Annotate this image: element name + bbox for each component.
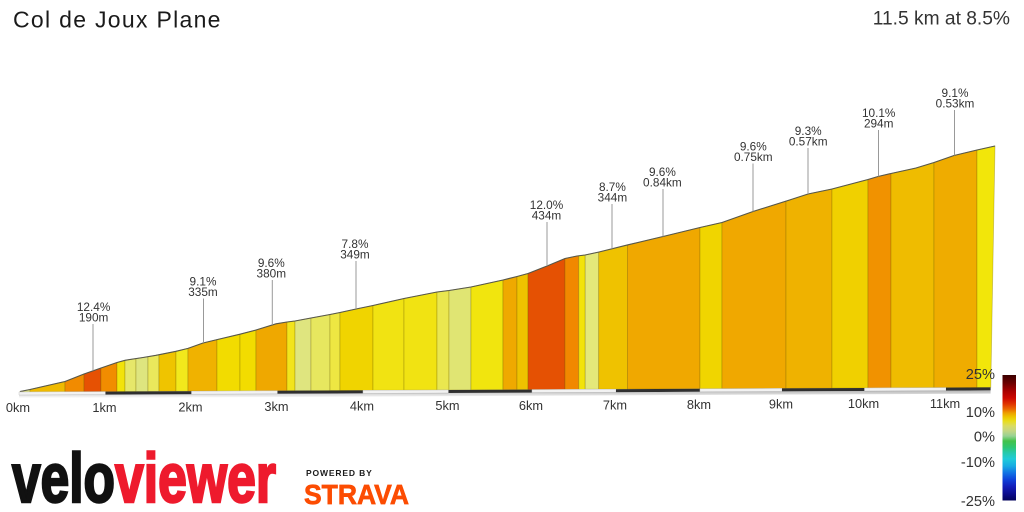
svg-text:8km: 8km bbox=[687, 397, 711, 412]
svg-text:349m: 349m bbox=[340, 248, 370, 262]
svg-text:3km: 3km bbox=[264, 399, 288, 414]
svg-text:294m: 294m bbox=[864, 117, 894, 131]
svg-text:12.4%: 12.4% bbox=[77, 300, 111, 314]
svg-text:0.84km: 0.84km bbox=[643, 176, 682, 190]
svg-text:POWERED BY: POWERED BY bbox=[306, 468, 373, 478]
svg-text:9.6%: 9.6% bbox=[258, 256, 285, 270]
svg-text:0%: 0% bbox=[974, 430, 995, 446]
svg-text:6km: 6km bbox=[519, 398, 543, 413]
svg-text:434m: 434m bbox=[532, 209, 562, 223]
svg-text:0.75km: 0.75km bbox=[734, 150, 773, 164]
svg-text:344m: 344m bbox=[598, 191, 628, 205]
svg-text:1km: 1km bbox=[92, 400, 116, 415]
svg-text:9.1%: 9.1% bbox=[190, 275, 217, 289]
svg-text:335m: 335m bbox=[188, 285, 218, 299]
svg-text:STRAVA: STRAVA bbox=[304, 479, 409, 510]
svg-text:10km: 10km bbox=[848, 396, 879, 411]
svg-text:380m: 380m bbox=[257, 267, 287, 281]
svg-text:7km: 7km bbox=[603, 397, 627, 412]
svg-text:190m: 190m bbox=[79, 311, 109, 325]
svg-text:11km: 11km bbox=[930, 396, 960, 411]
svg-text:25%: 25% bbox=[966, 367, 995, 383]
svg-text:9km: 9km bbox=[769, 397, 793, 412]
svg-text:9.1%: 9.1% bbox=[942, 86, 969, 100]
svg-text:12.0%: 12.0% bbox=[530, 198, 564, 212]
svg-text:7.8%: 7.8% bbox=[342, 237, 369, 251]
svg-text:9.3%: 9.3% bbox=[795, 124, 822, 138]
svg-text:0.57km: 0.57km bbox=[789, 135, 828, 149]
svg-text:-25%: -25% bbox=[961, 494, 995, 510]
svg-text:8.7%: 8.7% bbox=[599, 180, 626, 194]
svg-text:2km: 2km bbox=[178, 399, 202, 414]
svg-text:5km: 5km bbox=[435, 398, 459, 413]
svg-text:10%: 10% bbox=[966, 405, 995, 421]
svg-text:9.6%: 9.6% bbox=[740, 140, 767, 154]
svg-text:Col de Joux Plane: Col de Joux Plane bbox=[13, 7, 222, 33]
svg-text:velo: velo bbox=[12, 439, 115, 512]
svg-text:9.6%: 9.6% bbox=[649, 165, 676, 179]
svg-text:11.5 km at 8.5%: 11.5 km at 8.5% bbox=[873, 9, 1010, 30]
svg-text:4km: 4km bbox=[350, 399, 374, 414]
svg-text:-10%: -10% bbox=[961, 455, 995, 471]
svg-text:10.1%: 10.1% bbox=[862, 106, 896, 120]
svg-text:0km: 0km bbox=[6, 400, 30, 415]
svg-text:0.53km: 0.53km bbox=[936, 97, 975, 111]
svg-text:viewer: viewer bbox=[115, 439, 276, 512]
